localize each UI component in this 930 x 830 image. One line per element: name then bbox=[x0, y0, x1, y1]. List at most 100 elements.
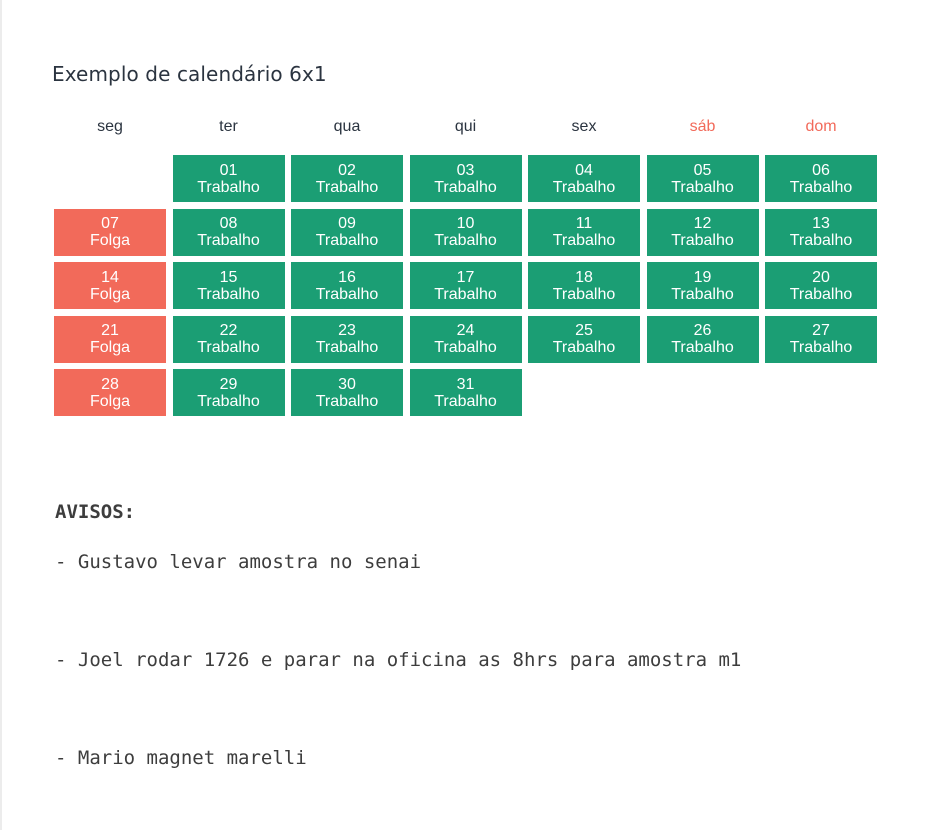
weekday-label: qui bbox=[454, 118, 477, 135]
day-status-label: Trabalho bbox=[789, 178, 853, 196]
day-status-label: Trabalho bbox=[315, 232, 379, 249]
day-number: 27 bbox=[812, 322, 830, 339]
day-cell-trabalho[interactable]: 10 Trabalho bbox=[409, 208, 522, 256]
day-number: 04 bbox=[575, 161, 593, 179]
calendar-grid: 01 Trabalho 02 Trabalho 03 Trabalho 04 Trabalho… bbox=[54, 155, 877, 416]
page-border bbox=[0, 0, 2, 830]
day-cell-trabalho[interactable]: 11 Trabalho bbox=[528, 208, 640, 256]
notices-section: AVISOS: - Gustavo levar amostra no senai… bbox=[55, 500, 895, 769]
day-status-label: Trabalho bbox=[552, 285, 616, 303]
day-number: 14 bbox=[101, 268, 119, 286]
day-cell-trabalho[interactable]: 13 Trabalho bbox=[765, 208, 877, 256]
weekday-label: qua bbox=[333, 118, 361, 135]
day-number: 16 bbox=[338, 268, 356, 286]
day-status-label: Trabalho bbox=[434, 285, 497, 303]
day-status-label: Folga bbox=[89, 232, 131, 249]
day-cell-folga[interactable]: 14 Folga bbox=[54, 262, 166, 309]
day-cell-trabalho[interactable]: 24 Trabalho bbox=[409, 315, 522, 363]
day-cell-trabalho[interactable]: 04 Trabalho bbox=[528, 155, 640, 202]
calendar-title: Exemplo de calendário 6x1 bbox=[52, 62, 327, 86]
day-cell-trabalho[interactable]: 22 Trabalho bbox=[172, 315, 285, 363]
day-number: 18 bbox=[575, 268, 593, 286]
day-cell-trabalho[interactable]: 01 Trabalho bbox=[172, 155, 285, 202]
day-status-label: Trabalho bbox=[197, 178, 260, 196]
day-status-label: Trabalho bbox=[552, 178, 616, 196]
day-number: 29 bbox=[219, 375, 238, 393]
day-cell-trabalho[interactable]: 31 Trabalho bbox=[409, 369, 522, 416]
day-cell-folga[interactable]: 07 Folga bbox=[54, 208, 166, 256]
day-status-label: Trabalho bbox=[315, 392, 379, 410]
day-cell-trabalho[interactable]: 16 Trabalho bbox=[291, 262, 403, 309]
day-cell-trabalho[interactable]: 08 Trabalho bbox=[172, 208, 285, 256]
day-number: 21 bbox=[101, 322, 119, 339]
day-number: 22 bbox=[219, 322, 238, 339]
notice-item: - Gustavo levar amostra no senai bbox=[55, 551, 422, 573]
day-number: 15 bbox=[219, 268, 238, 286]
day-cell-trabalho[interactable]: 29 Trabalho bbox=[172, 369, 285, 416]
day-number: 01 bbox=[219, 161, 238, 179]
day-cell-trabalho[interactable]: 25 Trabalho bbox=[528, 315, 640, 363]
weekday-label: dom bbox=[805, 118, 837, 135]
day-status-label: Trabalho bbox=[434, 392, 497, 410]
day-number: 03 bbox=[456, 161, 475, 179]
day-cell-trabalho[interactable]: 06 Trabalho bbox=[765, 155, 877, 202]
day-cell-trabalho[interactable]: 30 Trabalho bbox=[291, 369, 403, 416]
day-cell-trabalho[interactable]: 17 Trabalho bbox=[409, 262, 522, 309]
day-number: 28 bbox=[101, 375, 119, 393]
day-number: 13 bbox=[812, 215, 830, 232]
day-cell-trabalho[interactable]: 03 Trabalho bbox=[409, 155, 522, 202]
day-cell-trabalho[interactable]: 20 Trabalho bbox=[765, 262, 877, 309]
weekday-label: sex bbox=[571, 118, 597, 135]
empty-day-cell bbox=[54, 155, 166, 202]
day-status-label: Trabalho bbox=[671, 178, 734, 196]
day-cell-trabalho[interactable]: 15 Trabalho bbox=[172, 262, 285, 309]
day-number: 12 bbox=[693, 215, 712, 232]
day-status-label: Trabalho bbox=[552, 339, 616, 356]
day-status-label: Trabalho bbox=[671, 339, 734, 356]
notices-title: AVISOS: bbox=[55, 501, 136, 523]
day-status-label: Trabalho bbox=[315, 339, 379, 356]
day-number: 05 bbox=[693, 161, 712, 179]
day-cell-trabalho[interactable]: 12 Trabalho bbox=[646, 208, 759, 256]
day-number: 02 bbox=[338, 161, 356, 179]
day-status-label: Trabalho bbox=[789, 339, 853, 356]
day-status-label: Trabalho bbox=[315, 178, 379, 196]
day-number: 25 bbox=[575, 322, 593, 339]
day-status-label: Trabalho bbox=[197, 232, 260, 249]
day-number: 24 bbox=[456, 322, 475, 339]
day-status-label: Trabalho bbox=[434, 339, 497, 356]
day-number: 23 bbox=[338, 322, 356, 339]
day-number: 09 bbox=[338, 215, 356, 232]
day-number: 11 bbox=[575, 215, 593, 232]
weekday-label: ter bbox=[219, 118, 238, 135]
day-cell-trabalho[interactable]: 27 Trabalho bbox=[765, 315, 877, 363]
day-cell-trabalho[interactable]: 05 Trabalho bbox=[646, 155, 759, 202]
day-number: 08 bbox=[219, 215, 238, 232]
day-cell-folga[interactable]: 28 Folga bbox=[54, 369, 166, 416]
day-status-label: Trabalho bbox=[197, 339, 260, 356]
day-status-label: Trabalho bbox=[434, 178, 497, 196]
day-cell-trabalho[interactable]: 26 Trabalho bbox=[646, 315, 759, 363]
day-number: 07 bbox=[101, 215, 119, 232]
day-number: 20 bbox=[812, 268, 830, 286]
weekday-header-row: seg ter qua qui sex sáb dom bbox=[54, 116, 877, 138]
day-status-label: Trabalho bbox=[789, 232, 853, 249]
day-cell-trabalho[interactable]: 23 Trabalho bbox=[291, 315, 403, 363]
day-status-label: Folga bbox=[89, 285, 131, 303]
day-status-label: Folga bbox=[89, 339, 131, 356]
day-cell-trabalho[interactable]: 09 Trabalho bbox=[291, 208, 403, 256]
day-status-label: Trabalho bbox=[315, 285, 379, 303]
notice-item: - Mario magnet marelli bbox=[55, 747, 307, 769]
day-status-label: Trabalho bbox=[197, 392, 260, 410]
day-number: 06 bbox=[812, 161, 830, 179]
day-number: 10 bbox=[456, 215, 475, 232]
day-cell-trabalho[interactable]: 02 Trabalho bbox=[291, 155, 403, 202]
day-number: 19 bbox=[693, 268, 712, 286]
day-cell-trabalho[interactable]: 18 Trabalho bbox=[528, 262, 640, 309]
day-cell-folga[interactable]: 21 Folga bbox=[54, 315, 166, 363]
day-status-label: Folga bbox=[89, 392, 131, 410]
day-cell-trabalho[interactable]: 19 Trabalho bbox=[646, 262, 759, 309]
day-status-label: Trabalho bbox=[197, 285, 260, 303]
day-status-label: Trabalho bbox=[789, 285, 853, 303]
day-status-label: Trabalho bbox=[552, 232, 616, 249]
